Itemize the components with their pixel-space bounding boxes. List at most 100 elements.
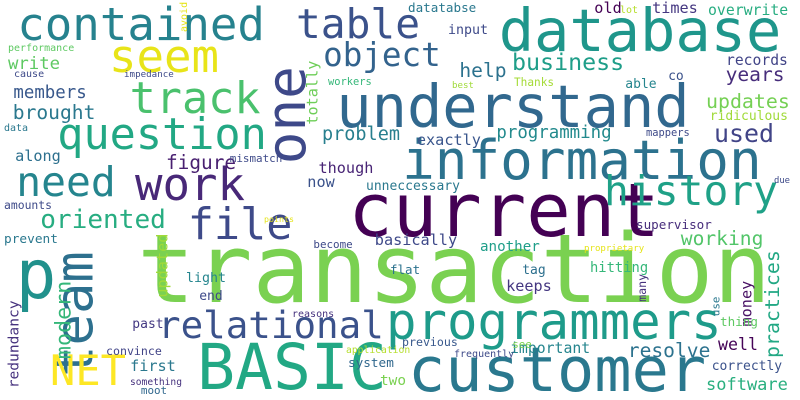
- word-convince: convince: [106, 344, 162, 359]
- word-updated: updated: [153, 234, 172, 299]
- word-first: first: [130, 357, 176, 376]
- word-something: something: [130, 377, 182, 389]
- word-object: object: [323, 35, 441, 74]
- word-years: years: [725, 63, 785, 87]
- word-proprietary: proprietary: [584, 243, 645, 254]
- word-avoid: avoid: [179, 1, 190, 32]
- word-many: many: [635, 274, 650, 302]
- word-problem: problem: [322, 123, 400, 145]
- word-relational: relational: [158, 303, 384, 348]
- word-brought: brought: [12, 101, 96, 125]
- word-flat: flat: [390, 261, 421, 277]
- word-frequently: frequently: [454, 349, 515, 360]
- word-current: current: [348, 168, 660, 254]
- word-input: input: [448, 23, 489, 39]
- word-light: light: [186, 271, 227, 287]
- word-figure: figure: [166, 151, 237, 175]
- word-old: old: [594, 0, 622, 18]
- word-reasons: reasons: [292, 309, 335, 320]
- word-supervisor: supervisor: [636, 216, 712, 232]
- word-transaction: transaction: [137, 213, 771, 326]
- word-mismatch: mismatch: [229, 151, 283, 165]
- word-performance: performance: [8, 43, 75, 54]
- word-track: track: [129, 74, 261, 125]
- word-now: now: [307, 173, 335, 192]
- word-software: software: [706, 374, 788, 395]
- word-practices: practices: [761, 250, 785, 358]
- word-keeps: keeps: [506, 277, 552, 296]
- word-tag: tag: [522, 262, 546, 278]
- word-understand: understand: [336, 72, 690, 141]
- word-need: need: [16, 158, 116, 207]
- word-thing: thing: [720, 313, 758, 329]
- word-members: members: [13, 83, 87, 104]
- word-hitting: hitting: [590, 260, 649, 277]
- word-datatabse: datatabse: [408, 0, 477, 15]
- word-basic: BASIC: [197, 330, 387, 400]
- word-database: database: [498, 0, 782, 65]
- word-unneccessary: unneccessary: [366, 178, 460, 194]
- word-system: system: [348, 354, 394, 370]
- word-help: help: [459, 59, 507, 83]
- word-question: question: [57, 110, 267, 161]
- word-co: co: [668, 68, 684, 84]
- word-work: work: [135, 158, 246, 212]
- word-use: use: [709, 296, 723, 316]
- word-information: information: [402, 128, 762, 192]
- word-workers: workers: [328, 75, 372, 88]
- word-used: used: [714, 118, 774, 148]
- word-lot: lot: [620, 5, 639, 16]
- word-exactly: exactly: [416, 131, 481, 150]
- word-previous: previous: [402, 335, 458, 350]
- word-data: data: [4, 123, 29, 134]
- word-contained: contained: [17, 0, 265, 52]
- word-two: two: [380, 372, 406, 389]
- word-customer: customer: [408, 334, 707, 400]
- word-see: see: [512, 337, 532, 351]
- word-totally: totally: [303, 61, 322, 126]
- word-business: business: [512, 49, 625, 77]
- word-resolve: resolve: [627, 339, 711, 363]
- word-cause: cause: [14, 69, 45, 80]
- word-seem: seem: [109, 30, 220, 84]
- word-able: able: [625, 76, 657, 92]
- word-times: times: [652, 0, 698, 18]
- word-thanks: Thanks: [514, 75, 555, 89]
- word-history: history: [604, 167, 779, 216]
- word-overwrite: overwrite: [708, 1, 789, 19]
- word-prevent: prevent: [4, 231, 58, 247]
- word-ridiculous: ridiculous: [709, 108, 788, 124]
- word-due: due: [774, 175, 791, 186]
- word-programming: programming: [496, 123, 612, 144]
- word-basically: basically: [374, 231, 458, 250]
- word-important: important: [510, 339, 591, 357]
- word-mappers: mappers: [646, 126, 690, 139]
- word-write: write: [8, 54, 61, 75]
- word-end: end: [199, 288, 223, 304]
- word-file: file: [187, 200, 293, 251]
- word-application: application: [346, 345, 411, 357]
- word-redundancy: redundancy: [5, 300, 23, 388]
- word-updates: updates: [706, 90, 790, 113]
- word-points: points: [264, 213, 294, 224]
- word-become: become: [313, 237, 353, 251]
- word-working: working: [680, 227, 764, 251]
- word-modern: modern: [51, 280, 77, 360]
- word-amounts: amounts: [4, 198, 53, 213]
- word-records: records: [726, 51, 788, 69]
- word-table: table: [296, 0, 420, 49]
- word-correctly: correctly: [711, 358, 783, 374]
- word-though: though: [318, 159, 374, 178]
- word-another: another: [480, 238, 540, 255]
- word-past: past: [132, 316, 164, 332]
- word-well: well: [718, 334, 758, 354]
- word-moot: moot: [140, 383, 168, 397]
- word-programmers: programmers: [386, 291, 722, 351]
- word-oriented: oriented: [40, 205, 166, 235]
- word-impedance: impedance: [124, 69, 174, 81]
- word-along: along: [15, 147, 61, 166]
- word-best: best: [452, 81, 474, 92]
- word-net: NET: [50, 346, 127, 395]
- word-p: p: [15, 235, 57, 315]
